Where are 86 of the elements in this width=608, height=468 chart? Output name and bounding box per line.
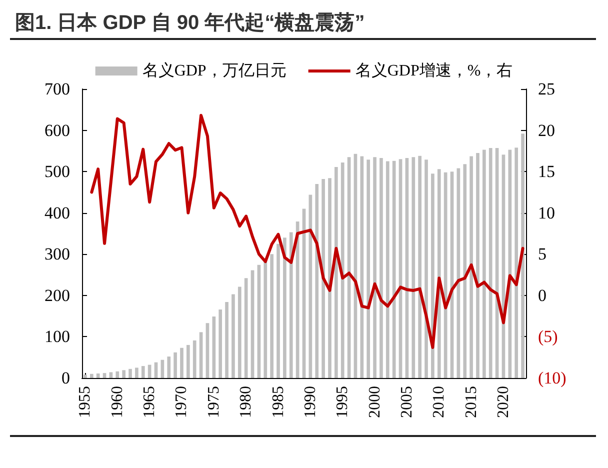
bar: [289, 232, 293, 378]
x-tick-label: 1955: [76, 386, 94, 418]
x-tick-label: 2010: [430, 386, 448, 418]
bar: [476, 152, 480, 378]
y-tick-label: 0: [62, 368, 70, 388]
bar: [340, 162, 344, 378]
bar: [135, 368, 138, 378]
x-tick-label: 1970: [173, 386, 190, 418]
x-tick-label: 2005: [398, 386, 416, 418]
bar: [283, 238, 286, 378]
y-tick-label: 700: [44, 80, 70, 98]
bar: [128, 368, 132, 378]
bar: [122, 370, 126, 378]
bar: [270, 254, 274, 378]
x-tick-label: 2000: [366, 386, 384, 418]
y-tick-label: 300: [44, 244, 70, 264]
bar: [109, 372, 113, 378]
bar: [514, 148, 518, 378]
x-tick-label: 1975: [205, 386, 222, 418]
bar: [186, 344, 190, 378]
bar: [167, 356, 171, 378]
bar: [257, 264, 261, 378]
x-tick-label: 1995: [334, 386, 352, 418]
bar: [431, 174, 434, 378]
bar: [488, 148, 492, 378]
bar: [328, 178, 332, 378]
legend-label: 名义GDP，万亿日元: [142, 62, 286, 80]
y-tick-label: 400: [44, 203, 70, 222]
bar: [192, 340, 196, 378]
y2-tick-label: 25: [538, 80, 555, 98]
y2-tick-label: 10: [538, 203, 555, 222]
bar: [418, 156, 422, 378]
bar: [380, 158, 383, 378]
y2-tick-label: (10): [538, 368, 566, 388]
bar: [238, 286, 242, 378]
y2-tick-label: (5): [538, 327, 558, 346]
bar: [212, 316, 216, 378]
bar: [386, 161, 390, 378]
y-tick-label: 100: [44, 327, 70, 346]
bar: [521, 134, 524, 378]
bar: [218, 309, 222, 378]
y-tick-label: 500: [44, 162, 70, 182]
bar: [470, 156, 473, 378]
bar: [206, 323, 210, 378]
x-tick-label: 2015: [462, 386, 480, 418]
x-tick-label: 1965: [141, 386, 158, 418]
y-tick-label: 600: [44, 120, 70, 140]
bar: [482, 150, 486, 378]
bar: [463, 164, 467, 378]
y2-tick-label: 5: [538, 244, 546, 264]
x-tick-label: 1985: [270, 386, 287, 418]
bar: [96, 373, 100, 378]
bar: [360, 156, 364, 378]
y2-tick-label: 20: [538, 120, 555, 140]
bar: [232, 294, 235, 378]
bar: [315, 184, 319, 378]
bar: [180, 348, 184, 378]
bar: [102, 373, 106, 378]
bar: [174, 352, 177, 378]
bar: [373, 157, 376, 378]
bar: [141, 366, 145, 378]
bar: [244, 278, 248, 378]
bar: [225, 302, 228, 378]
bar: [322, 179, 325, 378]
y2-tick-label: 0: [538, 286, 546, 305]
chart-title: 图1. 日本 GDP 自 90 年代起“横盘震荡”: [15, 12, 365, 34]
bar: [250, 270, 254, 378]
bar: [276, 244, 280, 378]
x-tick-label: 1990: [302, 386, 319, 418]
x-tick-label: 2020: [494, 386, 512, 418]
bar: [334, 167, 338, 378]
legend-label: 名义GDP增速，%，右: [355, 62, 513, 80]
line-series: [90, 114, 524, 349]
bar: [392, 160, 396, 378]
bar: [508, 150, 512, 378]
bar: [437, 169, 441, 378]
bar: [264, 260, 268, 378]
bar: [412, 157, 416, 378]
x-tick-label: 1960: [108, 386, 126, 418]
y-tick-label: 200: [44, 286, 70, 305]
x-tick-label: 1980: [238, 386, 255, 418]
bar: [199, 332, 203, 378]
bar: [424, 160, 428, 378]
bar: [366, 160, 370, 378]
y2-tick-label: 15: [538, 162, 555, 182]
bar: [90, 374, 94, 378]
